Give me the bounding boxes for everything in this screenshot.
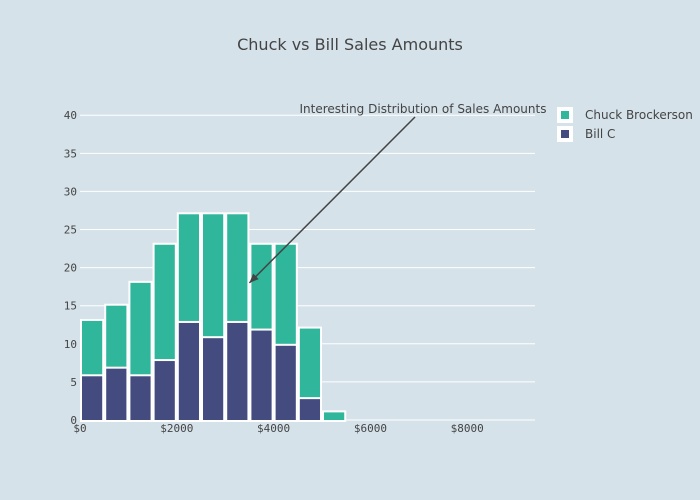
x-tick-label: $0 (73, 422, 86, 435)
bar-bill-c (273, 341, 298, 422)
annotation-arrow-head (249, 273, 259, 283)
y-tick-label: 30 (64, 185, 77, 198)
bar-chuck-brockerson (104, 303, 129, 369)
legend[interactable]: Chuck Brockerson Bill C (557, 107, 693, 142)
y-tick-label: 5 (70, 376, 77, 389)
y-tick-label: 25 (64, 224, 77, 237)
y-tick-label: 15 (64, 300, 77, 313)
y-tick-label: 40 (64, 109, 77, 122)
legend-label: Chuck Brockerson (585, 108, 693, 122)
bar-chuck-brockerson (322, 410, 347, 422)
bar-chuck-brockerson (225, 212, 250, 323)
bar-layer (80, 212, 347, 423)
legend-label: Bill C (585, 127, 615, 141)
bar-bill-c (128, 372, 153, 422)
y-tick-label: 35 (64, 147, 77, 160)
bar-bill-c (201, 334, 226, 423)
bar-bill-c (249, 326, 274, 423)
legend-item[interactable]: Chuck Brockerson (557, 107, 693, 123)
bar-chuck-brockerson (128, 280, 153, 377)
y-tick-label: 10 (64, 338, 77, 351)
bar-chuck-brockerson (201, 212, 226, 339)
x-tick-label: $6000 (354, 422, 387, 435)
legend-item[interactable]: Bill C (557, 126, 615, 142)
bar-chuck-brockerson (176, 212, 202, 323)
annotation-text: Interesting Distribution of Sales Amount… (300, 102, 547, 116)
bar-bill-c (176, 318, 202, 423)
legend-swatch (561, 130, 569, 138)
bar-bill-c (104, 364, 129, 422)
x-tick-label: $4000 (257, 422, 290, 435)
bar-bill-c (297, 395, 323, 422)
x-tick-label: $2000 (160, 422, 193, 435)
bar-chuck-brockerson (80, 318, 105, 377)
legend-swatch (561, 111, 569, 119)
y-tick-label: 20 (64, 262, 77, 275)
bar-chuck-brockerson (297, 326, 323, 400)
chart-title: Chuck vs Bill Sales Amounts (237, 35, 463, 54)
bar-chuck-brockerson (273, 242, 298, 346)
bar-bill-c (152, 357, 177, 422)
x-tick-label: $8000 (451, 422, 484, 435)
bar-chuck-brockerson (249, 242, 274, 331)
axis-layer: 0 5 10 15 20 25 30 35 40 $0 $2000 $4000 $6000 $8000 (64, 109, 484, 435)
annotation-layer: Interesting Distribution of Sales Amount… (248, 102, 547, 284)
bar-chuck-brockerson (152, 242, 177, 362)
annotation-arrow-line (248, 116, 416, 284)
bar-bill-c (225, 318, 250, 423)
bar-bill-c (80, 372, 105, 422)
y-tick-label: 0 (70, 414, 77, 427)
